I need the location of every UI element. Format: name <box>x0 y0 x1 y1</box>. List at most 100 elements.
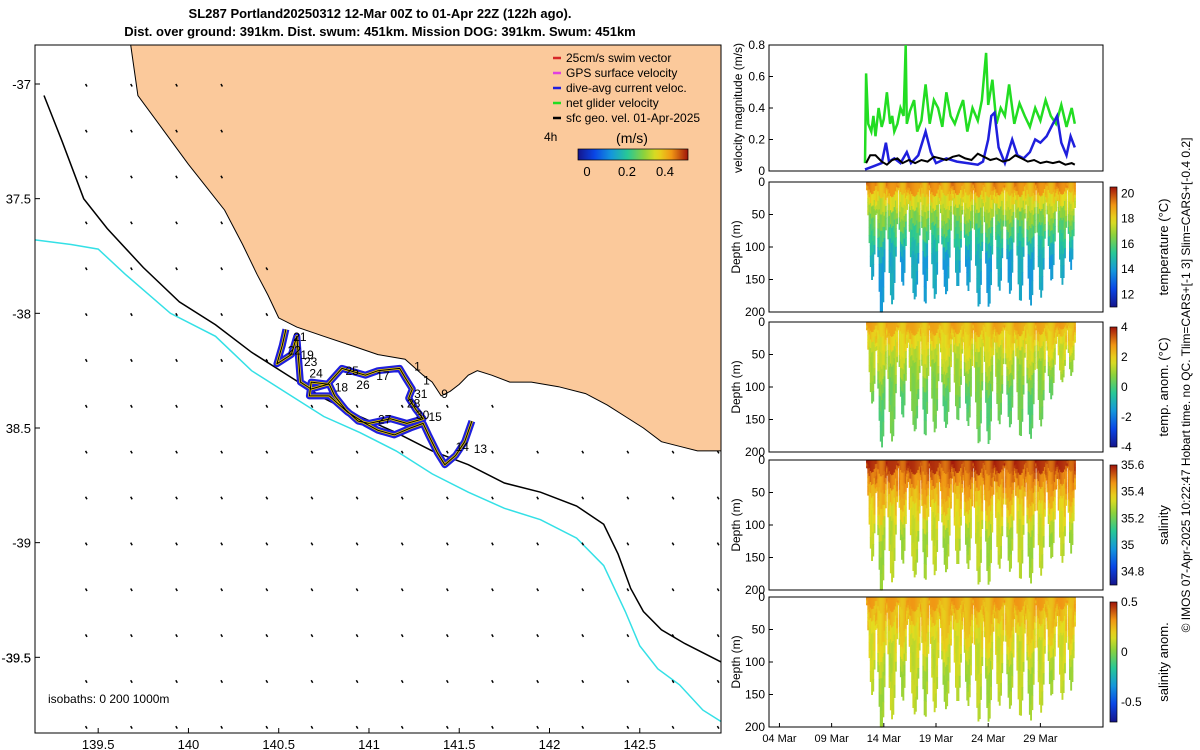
vector-arrow <box>355 404 359 408</box>
vector-arrow <box>84 404 88 408</box>
section-cell <box>1072 482 1075 491</box>
section-cell <box>993 324 996 328</box>
section-cell <box>992 186 995 192</box>
section-cell <box>1051 460 1054 473</box>
section-cell <box>884 466 887 473</box>
section-cell <box>899 221 902 233</box>
section-cell <box>909 238 912 248</box>
section-cell <box>1021 537 1024 551</box>
section-cell <box>971 602 974 609</box>
section-cell <box>909 347 912 357</box>
section-cell <box>971 222 974 229</box>
section-cell <box>967 460 970 475</box>
section-cell <box>896 332 898 338</box>
velocity-frame <box>768 44 1104 172</box>
section-cell <box>886 469 888 472</box>
section-cell <box>883 460 886 472</box>
vector-arrow <box>581 496 585 500</box>
colorbar-tick-label: 34.8 <box>1121 565 1145 579</box>
section-cell <box>1038 222 1041 237</box>
section-cell <box>1021 233 1024 247</box>
section-cell <box>868 322 871 329</box>
section-cell <box>941 506 944 515</box>
section-cell <box>953 468 956 477</box>
vector-arrow <box>175 450 178 454</box>
section-cell <box>1066 465 1069 468</box>
section-cell <box>891 366 893 382</box>
section-cell <box>883 664 886 676</box>
section-cell <box>887 502 890 511</box>
section-cell <box>1005 209 1007 216</box>
section-cell <box>928 601 931 604</box>
section-cell <box>1043 495 1046 503</box>
section-cell <box>1045 477 1048 481</box>
section-cell <box>1046 343 1049 348</box>
section-cell <box>921 494 924 501</box>
section-cell <box>1008 473 1011 489</box>
section-cell <box>1041 276 1044 291</box>
section-cell <box>901 379 903 392</box>
vector-arrow <box>130 83 133 87</box>
section-cell <box>1027 379 1030 392</box>
section-cell <box>1006 367 1009 377</box>
section-cell <box>1001 248 1004 259</box>
section-cell <box>953 460 956 469</box>
section-cell <box>948 330 951 340</box>
section-cell <box>1048 383 1051 393</box>
section-cell <box>973 187 976 195</box>
section-cell <box>1001 330 1004 341</box>
section-cell <box>942 395 945 407</box>
section-cell <box>1071 249 1074 260</box>
vector-arrow <box>445 634 449 638</box>
velocity-y-label: velocity magnitude (m/s) <box>731 43 745 173</box>
section-cell <box>993 187 996 191</box>
section-cell <box>869 374 872 384</box>
section-cell <box>1001 191 1004 202</box>
section-cell <box>927 322 930 330</box>
section-cell <box>1007 194 1010 208</box>
section-cell <box>1065 187 1068 194</box>
section-cell <box>898 338 901 345</box>
section-cell <box>1047 467 1050 477</box>
section-cell <box>1069 327 1071 335</box>
section-cell <box>913 670 916 686</box>
section-cell <box>903 215 906 228</box>
section-cell <box>887 336 890 344</box>
section-cell <box>1062 519 1065 533</box>
section-cell <box>1006 229 1009 240</box>
section-cell <box>1030 521 1032 538</box>
section-cell <box>877 634 880 645</box>
section-cell <box>1072 229 1075 237</box>
section-cell <box>911 344 914 356</box>
section-cell <box>1002 327 1005 333</box>
section-cell <box>941 643 944 652</box>
section-cell <box>966 460 969 474</box>
section-cell <box>923 611 926 627</box>
section-cell <box>976 223 979 238</box>
section-cell <box>898 638 901 645</box>
section-cell <box>1055 327 1058 331</box>
section-cell <box>898 632 901 639</box>
section-cell <box>933 697 936 713</box>
section-cell <box>957 383 960 396</box>
section-cell <box>1045 187 1048 190</box>
section-cell <box>891 703 893 720</box>
section-cell <box>902 345 905 359</box>
glider-track-line <box>276 329 473 466</box>
section-cell <box>922 205 925 218</box>
section-cell <box>945 694 947 710</box>
section-cell <box>906 597 908 601</box>
section-cell <box>958 354 961 366</box>
section-cell <box>1010 276 1012 291</box>
section-cell <box>1026 499 1029 508</box>
section-cell <box>1064 507 1066 518</box>
section-cell <box>937 604 940 613</box>
section-cell <box>877 597 880 607</box>
section-cell <box>932 675 935 689</box>
section-cell <box>918 479 921 487</box>
section-cell <box>916 472 919 487</box>
section-cell <box>1028 336 1031 351</box>
section-cell <box>888 664 891 677</box>
section-cell <box>889 667 892 683</box>
section-cell <box>968 393 971 406</box>
